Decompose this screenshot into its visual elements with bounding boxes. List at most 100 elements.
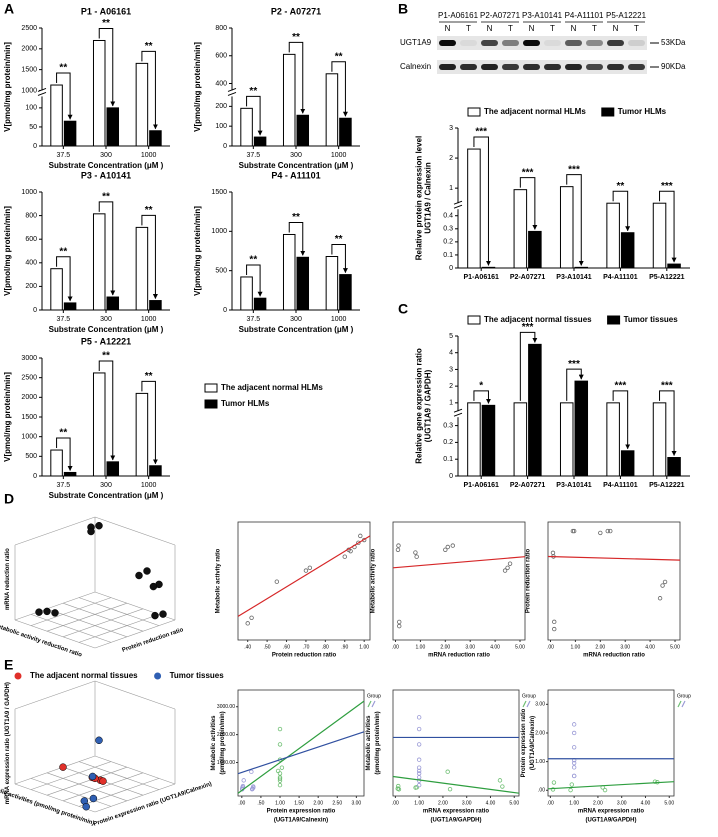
significance-bracket xyxy=(566,174,584,266)
x-tick-label: 1.50 xyxy=(294,800,304,806)
point xyxy=(396,543,401,548)
axis-box xyxy=(94,619,176,649)
bar xyxy=(513,189,528,269)
y-tick-label: 100 xyxy=(25,105,37,112)
y-tick-label: 1000 xyxy=(211,228,227,235)
plot-frame xyxy=(237,521,371,641)
significance-label: *** xyxy=(615,380,627,391)
panel-label: B xyxy=(398,1,408,17)
blot-band xyxy=(523,64,540,70)
point xyxy=(416,726,422,732)
legend-swatch xyxy=(522,700,527,708)
y-tick-label: 2000 xyxy=(21,394,37,401)
significance-bracket xyxy=(612,190,631,232)
axis-box xyxy=(94,516,176,546)
point xyxy=(159,610,167,618)
point xyxy=(396,783,401,789)
chart-title: P5 - A12221 xyxy=(81,336,131,346)
axis-break xyxy=(227,91,237,96)
axis-box xyxy=(94,755,176,785)
significance-bracket xyxy=(56,72,73,120)
axis-box xyxy=(14,619,96,649)
y-tick-label: .00 xyxy=(538,788,545,794)
lane-label: T xyxy=(466,24,471,33)
sample-label: P1-A06161 xyxy=(438,11,479,20)
blot-band xyxy=(607,64,624,70)
bar xyxy=(528,230,542,269)
point xyxy=(35,608,43,616)
axis-break xyxy=(37,91,47,96)
point xyxy=(397,619,402,625)
x-tick-label: 37.5 xyxy=(247,152,261,159)
point xyxy=(274,579,280,584)
bar xyxy=(325,256,339,311)
x-tick-label: P1-A06161 xyxy=(463,482,499,489)
x-tick-label: P3-A10141 xyxy=(556,274,592,281)
blot-band xyxy=(481,64,498,70)
panel-label: A xyxy=(4,1,14,17)
point xyxy=(569,782,574,787)
y-tick-label: 50 xyxy=(29,124,37,131)
y-tick-label: 0 xyxy=(33,473,37,480)
significance-label: ** xyxy=(59,63,67,74)
axis-break xyxy=(227,87,237,92)
bar xyxy=(92,213,106,311)
x-tick-label: P2-A07271 xyxy=(510,274,546,281)
y-tick-label: 0 xyxy=(449,473,453,480)
significance-label: ** xyxy=(59,428,67,439)
significance-label: *** xyxy=(475,127,487,138)
significance-bracket xyxy=(98,27,116,107)
significance-bracket xyxy=(56,437,73,471)
x-axis-label: mRNA reduction ratio xyxy=(428,653,490,659)
y-tick-label: 3000.00 xyxy=(217,704,235,710)
y-tick-label: 3 xyxy=(449,366,453,373)
axis-box xyxy=(30,597,112,626)
sample-label: P5-A12221 xyxy=(606,11,647,20)
x-axis-label: mRNA expression ratio xyxy=(423,809,489,815)
y-axis-label: Protein reduction ratio xyxy=(526,548,532,613)
y-tick-label: 200 xyxy=(25,283,37,290)
significance-bracket xyxy=(288,41,306,114)
point xyxy=(143,567,151,575)
blot-band xyxy=(460,64,477,70)
bar xyxy=(296,114,310,147)
point xyxy=(605,528,610,534)
y-tick-label: 1.00 xyxy=(535,759,545,765)
x-tick-label: 5.00 xyxy=(664,800,674,806)
point xyxy=(249,615,254,620)
y-tick-label: 0.3 xyxy=(443,226,453,233)
x-tick-label: 5.00 xyxy=(515,644,525,650)
y-tick-label: 1000 xyxy=(21,189,37,196)
blot-band xyxy=(502,40,519,46)
point xyxy=(571,773,577,779)
axis-box xyxy=(30,778,112,807)
legend-swatch xyxy=(204,399,218,409)
point xyxy=(571,528,577,534)
point xyxy=(88,772,97,781)
x-tick-label: .40 xyxy=(244,644,251,650)
significance-bracket xyxy=(659,390,677,457)
point xyxy=(416,742,422,747)
lane-label: N xyxy=(529,24,535,33)
point xyxy=(551,780,557,785)
y-tick-label: 600 xyxy=(25,236,37,243)
bar xyxy=(559,402,574,477)
x-axis-label: mRNA reduction ratio xyxy=(583,653,645,659)
lane-label: T xyxy=(634,24,639,33)
significance-label: * xyxy=(479,380,483,391)
blot-band xyxy=(502,64,519,70)
axis-box xyxy=(30,761,112,790)
point xyxy=(552,626,557,632)
significance-bracket xyxy=(473,390,491,404)
chart-title: P1 - A06161 xyxy=(81,6,131,16)
point xyxy=(95,736,103,745)
x-tick-label: 300 xyxy=(290,152,302,159)
point xyxy=(568,787,573,793)
x-tick-label: 300 xyxy=(100,482,112,489)
bar xyxy=(50,84,63,147)
significance-bracket xyxy=(246,264,263,297)
bar xyxy=(574,380,589,477)
fit-line xyxy=(237,535,371,617)
x-axis-label: (UGT1A9/Calnexin) xyxy=(274,818,328,824)
bar xyxy=(106,107,120,147)
